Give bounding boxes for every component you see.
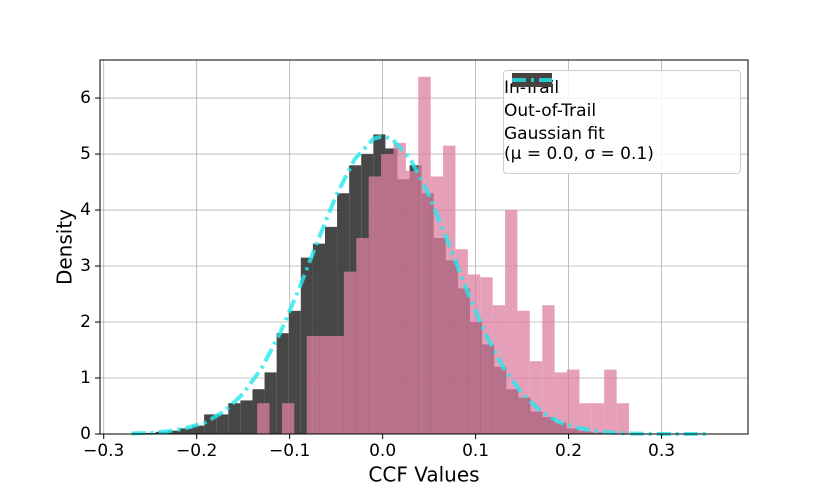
y-tick-label: 1: [80, 368, 91, 388]
x-tick-label: 0.2: [555, 441, 582, 461]
x-tick-label: −0.1: [269, 441, 310, 461]
histogram-bar: [143, 432, 156, 434]
histogram-bar: [281, 403, 295, 434]
histogram-bar: [368, 176, 382, 435]
histogram-bar: [418, 76, 431, 434]
y-axis-label: Density: [53, 209, 77, 285]
legend-entry: Out-of-Trail: [504, 73, 740, 121]
y-tick-label: 6: [80, 88, 91, 108]
histogram-bar: [319, 336, 332, 434]
histogram-bar: [167, 430, 180, 434]
legend: In-Trail Out-of-Trail Gaussian fit (μ = 0.…: [503, 70, 741, 174]
histogram-bar: [192, 425, 205, 434]
histogram-bar: [455, 249, 468, 434]
histogram-bar: [616, 403, 629, 434]
histogram-bar: [430, 176, 444, 435]
y-tick-label: 4: [80, 200, 91, 220]
histogram-bar: [542, 305, 555, 434]
histogram-bar: [306, 336, 320, 434]
histogram-bar: [492, 305, 506, 434]
histogram-bar: [443, 145, 456, 434]
histogram-bar: [240, 400, 253, 434]
legend-entry: Gaussian fit (μ = 0.0, σ = 0.1): [504, 78, 740, 164]
histogram-bar: [579, 403, 592, 434]
histogram-bar: [505, 210, 518, 434]
histogram-bar: [480, 277, 493, 434]
y-tick-label: 5: [80, 144, 91, 164]
x-axis-label: CCF Values: [368, 463, 479, 487]
x-tick-label: 0.1: [462, 441, 489, 461]
axes-frame: [99, 59, 749, 435]
histogram-bar: [405, 170, 419, 434]
histogram-bar: [331, 336, 344, 434]
histogram-bar: [591, 403, 605, 434]
histogram-bar: [393, 142, 406, 434]
histogram-bar: [381, 154, 394, 434]
histogram-bar: [554, 372, 567, 434]
histogram-bar: [228, 403, 241, 434]
y-tick-label: 2: [80, 312, 91, 332]
x-tick-label: 0.3: [648, 441, 675, 461]
histogram-bar: [517, 310, 530, 434]
legend-label: Out-of-Trail: [504, 101, 597, 121]
histogram-bar: [604, 369, 617, 434]
histogram-bar: [356, 238, 369, 434]
histogram-bar: [566, 369, 580, 434]
legend-key: [512, 78, 552, 82]
y-tick-label: 0: [80, 424, 91, 444]
histogram-bar: [257, 403, 270, 434]
histogram-bar: [216, 414, 229, 434]
histogram-bar: [343, 271, 357, 434]
histogram-bar: [529, 361, 543, 434]
histogram-bar: [467, 274, 481, 434]
legend-label: Gaussian fit (μ = 0.0, σ = 0.1): [504, 124, 654, 164]
x-tick-label: 0.0: [369, 441, 396, 461]
x-tick-label: −0.2: [176, 441, 217, 461]
fit-line: [131, 134, 709, 436]
histogram-bar: [179, 428, 193, 434]
x-tick-label: −0.3: [83, 441, 124, 461]
y-tick-label: 3: [80, 256, 91, 276]
plot-area: [100, 60, 748, 436]
